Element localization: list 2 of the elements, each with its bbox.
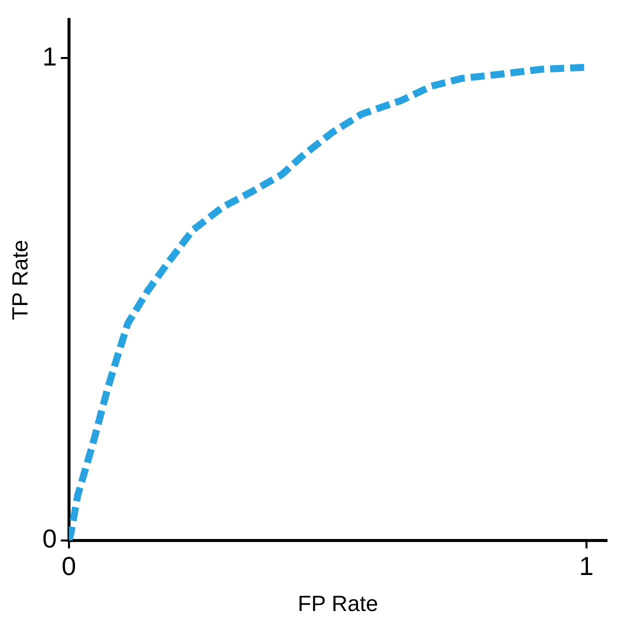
x-axis-title: FP Rate xyxy=(298,590,378,616)
y-axis-title: TP Rate xyxy=(7,240,32,320)
